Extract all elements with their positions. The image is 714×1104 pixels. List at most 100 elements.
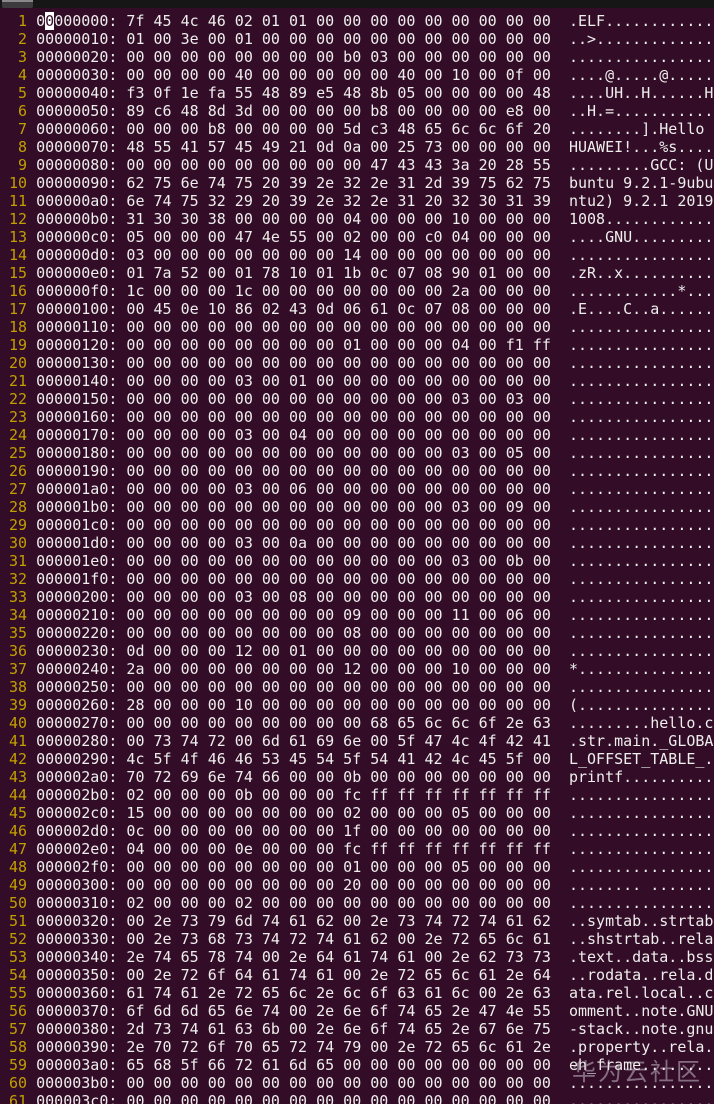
hex-row[interactable]: 29 000001c0: 00 00 00 00 00 00 00 00 00 … [0, 516, 714, 534]
byte-offset: 00000240: [36, 660, 118, 678]
hex-row[interactable]: 5 00000040: f3 0f 1e fa 55 48 89 e5 48 8… [0, 84, 714, 102]
hex-row[interactable]: 32 000001f0: 00 00 00 00 00 00 00 00 00 … [0, 570, 714, 588]
line-number: 52 [0, 930, 37, 948]
hex-bytes: 48 55 41 57 45 49 21 0d 0a 00 25 73 00 0… [117, 138, 569, 156]
hex-row[interactable]: 12 000000b0: 31 30 30 38 00 00 00 00 04 … [0, 210, 714, 228]
hex-row[interactable]: 41 00000280: 00 73 74 72 00 6d 61 69 6e … [0, 732, 714, 750]
hex-row[interactable]: 31 000001e0: 00 00 00 00 00 00 00 00 00 … [0, 552, 714, 570]
byte-offset: 000002e0: [36, 840, 118, 858]
hex-row[interactable]: 36 00000230: 0d 00 00 00 12 00 01 00 00 … [0, 642, 714, 660]
hex-row[interactable]: 60 000003b0: 00 00 00 00 00 00 00 00 00 … [0, 1074, 714, 1092]
byte-offset: 00000370: [36, 1002, 118, 1020]
line-number: 37 [0, 660, 37, 678]
hex-row[interactable]: 50 00000310: 02 00 00 00 02 00 00 00 00 … [0, 894, 714, 912]
hex-row[interactable]: 21 00000140: 00 00 00 00 03 00 01 00 00 … [0, 372, 714, 390]
hex-row[interactable]: 2 00000010: 01 00 3e 00 01 00 00 00 00 0… [0, 30, 714, 48]
byte-offset: 000003b0: [36, 1074, 118, 1092]
ascii-column: eh_frame........ [568, 1056, 714, 1074]
hex-row[interactable]: 9 00000080: 00 00 00 00 00 00 00 00 00 4… [0, 156, 714, 174]
hex-row[interactable]: 54 00000350: 00 2e 72 6f 64 61 74 61 00 … [0, 966, 714, 984]
hex-row[interactable]: 37 00000240: 2a 00 00 00 00 00 00 00 12 … [0, 660, 714, 678]
line-number: 24 [0, 426, 37, 444]
line-number: 30 [0, 534, 37, 552]
hex-row[interactable]: 15 000000e0: 01 7a 52 00 01 78 10 01 1b … [0, 264, 714, 282]
hex-row[interactable]: 11 000000a0: 6e 74 75 32 29 20 39 2e 32 … [0, 192, 714, 210]
hex-row[interactable]: 57 00000380: 2d 73 74 61 63 6b 00 2e 6e … [0, 1020, 714, 1038]
hex-row[interactable]: 35 00000220: 00 00 00 00 00 00 00 00 08 … [0, 624, 714, 642]
hex-row[interactable]: 48 000002f0: 00 00 00 00 00 00 00 00 01 … [0, 858, 714, 876]
hex-row[interactable]: 4 00000030: 00 00 00 00 40 00 00 00 00 0… [0, 66, 714, 84]
hex-row[interactable]: 52 00000330: 00 2e 73 68 73 74 72 74 61 … [0, 930, 714, 948]
hex-row[interactable]: 13 000000c0: 05 00 00 00 47 4e 55 00 02 … [0, 228, 714, 246]
hex-row[interactable]: 47 000002e0: 04 00 00 00 0e 00 00 00 fc … [0, 840, 714, 858]
hex-bytes: 0c 00 00 00 00 00 00 00 1f 00 00 00 00 0… [117, 822, 569, 840]
ascii-column: ................ [568, 354, 714, 372]
hex-row[interactable]: 55 00000360: 61 74 61 2e 72 65 6c 2e 6c … [0, 984, 714, 1002]
line-number: 60 [0, 1074, 37, 1092]
hex-row[interactable]: 18 00000110: 00 00 00 00 00 00 00 00 00 … [0, 318, 714, 336]
hex-row[interactable]: 61 000003c0: 00 00 00 00 00 00 00 00 00 … [0, 1092, 714, 1104]
hex-row[interactable]: 10 00000090: 62 75 6e 74 75 20 39 2e 32 … [0, 174, 714, 192]
hex-row[interactable]: 44 000002b0: 02 00 00 00 0b 00 00 00 fc … [0, 786, 714, 804]
vim-hex-editor[interactable]: 1 00000000: 7f 45 4c 46 02 01 01 00 00 0… [0, 8, 714, 1104]
hex-row[interactable]: 6 00000050: 89 c6 48 8d 3d 00 00 00 00 b… [0, 102, 714, 120]
hex-row[interactable]: 33 00000200: 00 00 00 00 03 00 08 00 00 … [0, 588, 714, 606]
hex-row[interactable]: 39 00000260: 28 00 00 00 10 00 00 00 00 … [0, 696, 714, 714]
hex-row[interactable]: 42 00000290: 4c 5f 4f 46 46 53 45 54 5f … [0, 750, 714, 768]
byte-offset: 000002d0: [36, 822, 118, 840]
byte-offset: 000002b0: [36, 786, 118, 804]
line-number: 32 [0, 570, 37, 588]
hex-row[interactable]: 17 00000100: 00 45 0e 10 86 02 43 0d 06 … [0, 300, 714, 318]
hex-row[interactable]: 26 00000190: 00 00 00 00 00 00 00 00 00 … [0, 462, 714, 480]
hex-bytes: 4c 5f 4f 46 46 53 45 54 5f 54 41 42 4c 4… [117, 750, 569, 768]
hex-row[interactable]: 16 000000f0: 1c 00 00 00 1c 00 00 00 00 … [0, 282, 714, 300]
hex-bytes: 00 00 00 00 03 00 0a 00 00 00 00 00 00 0… [117, 534, 569, 552]
hex-row[interactable]: 59 000003a0: 65 68 5f 66 72 61 6d 65 00 … [0, 1056, 714, 1074]
byte-offset: 000000f0: [36, 282, 118, 300]
hex-row[interactable]: 38 00000250: 00 00 00 00 00 00 00 00 00 … [0, 678, 714, 696]
hex-row[interactable]: 25 00000180: 00 00 00 00 00 00 00 00 00 … [0, 444, 714, 462]
hex-row[interactable]: 14 000000d0: 03 00 00 00 00 00 00 00 14 … [0, 246, 714, 264]
hex-row[interactable]: 28 000001b0: 00 00 00 00 00 00 00 00 00 … [0, 498, 714, 516]
line-number: 59 [0, 1056, 37, 1074]
hex-row[interactable]: 51 00000320: 00 2e 73 79 6d 74 61 62 00 … [0, 912, 714, 930]
hex-bytes: 6e 74 75 32 29 20 39 2e 32 2e 31 20 32 3… [117, 192, 569, 210]
hex-row[interactable]: 22 00000150: 00 00 00 00 00 00 00 00 00 … [0, 390, 714, 408]
byte-offset: 00000360: [36, 984, 118, 1002]
hex-bytes: 62 75 6e 74 75 20 39 2e 32 2e 31 2d 39 7… [117, 174, 569, 192]
line-number: 61 [0, 1092, 37, 1104]
byte-offset: 000000d0: [36, 246, 118, 264]
ascii-column: ................ [568, 516, 714, 534]
hex-row[interactable]: 8 00000070: 48 55 41 57 45 49 21 0d 0a 0… [0, 138, 714, 156]
hex-row[interactable]: 34 00000210: 00 00 00 00 00 00 00 00 09 … [0, 606, 714, 624]
hex-row[interactable]: 30 000001d0: 00 00 00 00 03 00 0a 00 00 … [0, 534, 714, 552]
ascii-column: ..H.=........... [568, 102, 714, 120]
line-number: 54 [0, 966, 37, 984]
ascii-column: ................ [568, 336, 714, 354]
hex-row[interactable]: 53 00000340: 2e 74 65 78 74 00 2e 64 61 … [0, 948, 714, 966]
terminal-tab-remnant[interactable] [2, 0, 33, 8]
hex-row[interactable]: 3 00000020: 00 00 00 00 00 00 00 00 b0 0… [0, 48, 714, 66]
hex-row[interactable]: 24 00000170: 00 00 00 00 03 00 04 00 00 … [0, 426, 714, 444]
hex-row[interactable]: 19 00000120: 00 00 00 00 00 00 00 00 01 … [0, 336, 714, 354]
hex-row[interactable]: 45 000002c0: 15 00 00 00 00 00 00 00 02 … [0, 804, 714, 822]
hex-row[interactable]: 20 00000130: 00 00 00 00 00 00 00 00 00 … [0, 354, 714, 372]
hex-row[interactable]: 46 000002d0: 0c 00 00 00 00 00 00 00 1f … [0, 822, 714, 840]
hex-bytes: 00 00 00 00 03 00 06 00 00 00 00 00 00 0… [117, 480, 569, 498]
hex-row[interactable]: 49 00000300: 00 00 00 00 00 00 00 00 20 … [0, 876, 714, 894]
hex-row[interactable]: 56 00000370: 6f 6d 6d 65 6e 74 00 2e 6e … [0, 1002, 714, 1020]
hex-row[interactable]: 7 00000060: 00 00 00 b8 00 00 00 00 5d c… [0, 120, 714, 138]
hex-row[interactable]: 23 00000160: 00 00 00 00 00 00 00 00 00 … [0, 408, 714, 426]
ascii-column: ....UH..H......H [568, 84, 714, 102]
line-number: 50 [0, 894, 37, 912]
hex-row[interactable]: 40 00000270: 00 00 00 00 00 00 00 00 00 … [0, 714, 714, 732]
hex-bytes: 00 00 00 00 00 00 00 00 00 00 00 00 00 0… [117, 678, 569, 696]
ascii-column: HUAWEI!...%s.... [568, 138, 714, 156]
hex-bytes: 00 00 00 00 00 00 00 00 00 00 00 00 03 0… [117, 390, 569, 408]
hex-row[interactable]: 43 000002a0: 70 72 69 6e 74 66 00 00 0b … [0, 768, 714, 786]
hex-bytes: 70 72 69 6e 74 66 00 00 0b 00 00 00 00 0… [117, 768, 569, 786]
hex-row[interactable]: 58 00000390: 2e 70 72 6f 70 65 72 74 79 … [0, 1038, 714, 1056]
hex-row[interactable]: 27 000001a0: 00 00 00 00 03 00 06 00 00 … [0, 480, 714, 498]
hex-row[interactable]: 1 00000000: 7f 45 4c 46 02 01 01 00 00 0… [0, 12, 714, 30]
hex-bytes: 2d 73 74 61 63 6b 00 2e 6e 6f 74 65 2e 6… [117, 1020, 569, 1038]
